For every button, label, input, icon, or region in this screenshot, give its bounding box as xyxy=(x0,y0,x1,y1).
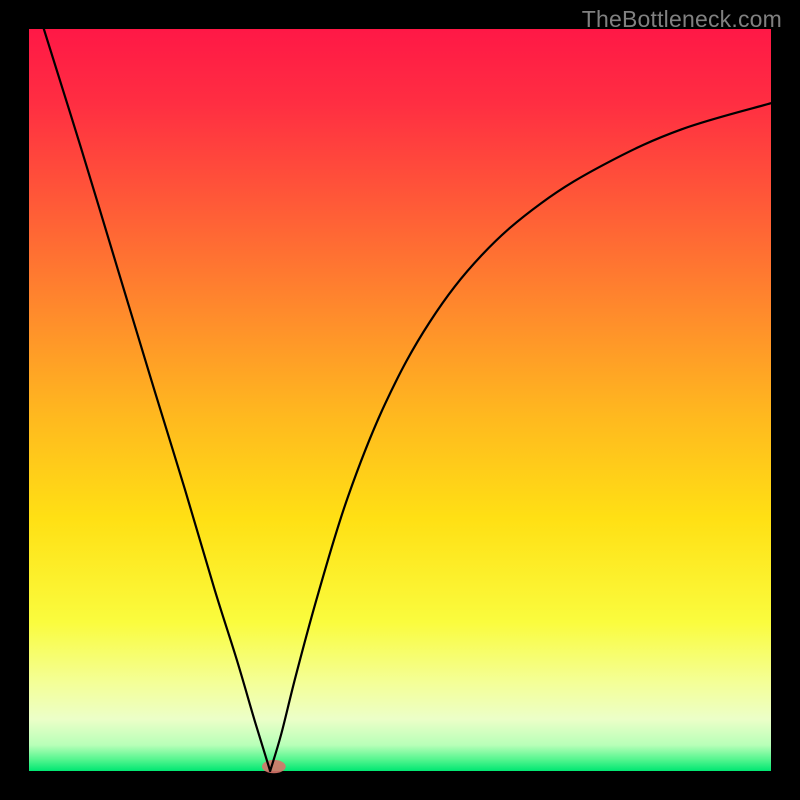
chart-frame: TheBottleneck.com xyxy=(0,0,800,800)
plot-background xyxy=(29,29,771,771)
watermark-text: TheBottleneck.com xyxy=(582,6,782,33)
bottleneck-chart xyxy=(0,0,800,800)
